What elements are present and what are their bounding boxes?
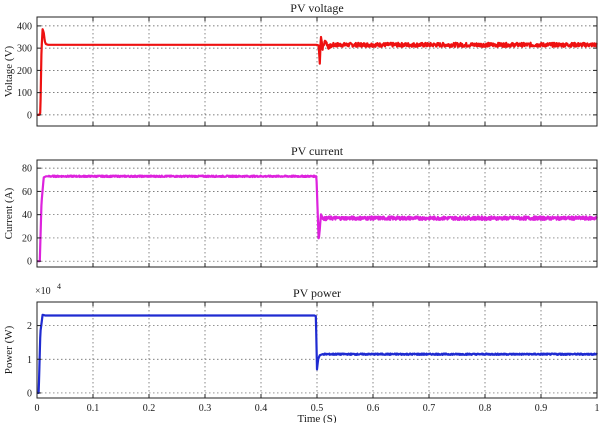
y-tick-label: 20 [22,233,32,244]
series-line-3-1 [36,313,598,394]
y-axis-label: Current (A) [3,187,15,239]
x-tick-label: 0.1 [87,403,100,414]
x-tick-label: 0 [35,403,40,414]
series-line-2-1 [36,174,598,263]
chart-title: PV current [291,144,344,158]
x-tick-label: 0.6 [367,403,380,414]
x-tick-label: 0.4 [255,403,268,414]
x-tick-label: 0.7 [423,403,436,414]
chart-panel-2: 0 20 40 60 80 PV current Current (A) [3,144,598,268]
axis-exponent-label: ×10 [35,286,51,297]
y-tick-label: 0 [27,110,32,121]
x-tick-label: 0.2 [143,403,156,414]
y-tick-label: 100 [17,88,32,99]
y-axis-label: Voltage (V) [3,45,15,97]
y-tick-label: 40 [22,210,32,221]
x-tick-label: 0.3 [199,403,212,414]
x-tick-label: 0.8 [479,403,492,414]
chart-title: PV power [293,286,341,300]
chart-title: PV voltage [290,1,343,15]
y-tick-label: 200 [17,66,32,77]
x-tick-label: 0.9 [535,403,548,414]
y-axis-label: Power (W) [3,325,15,374]
y-tick-label: 400 [17,21,32,32]
y-tick-label: 80 [22,164,32,175]
y-tick-label: 2 [27,321,32,332]
y-tick-label: 0 [27,388,32,399]
y-tick-label: 60 [22,187,32,198]
y-tick-label: 0 [27,257,32,268]
series-line-1-1 [36,28,598,117]
x-tick-label: 0.5 [311,403,324,414]
x-tick-label: 1 [595,403,600,414]
y-tick-label: 1 [27,355,32,366]
chart-panel-1: 0 100 200 300 400 PV voltage Voltage (V) [3,1,598,127]
x-axis-label: Time (S) [297,413,336,423]
axis-exponent-power: 4 [57,282,61,291]
chart-panel-3: 0 0.1 0.2 0.3 0.4 0.5 0.6 0.7 0.8 0.9 1 0 1 2 PV power… [3,282,600,423]
y-tick-label: 300 [17,44,32,55]
